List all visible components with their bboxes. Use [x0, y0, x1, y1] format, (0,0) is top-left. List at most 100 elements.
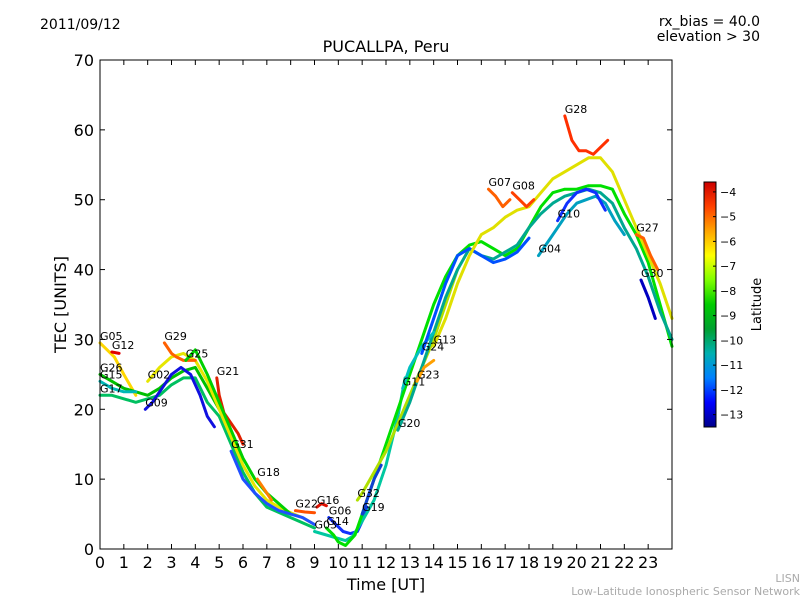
series-line-G20 — [396, 187, 674, 432]
series-line-G24 — [420, 236, 531, 355]
x-tick-label: 17 — [495, 553, 515, 572]
y-tick-label: 30 — [74, 330, 94, 349]
series-line-G22 — [293, 509, 316, 515]
series-label-G13: G13 — [434, 333, 457, 346]
colorbar-tick-label: −11 — [720, 359, 743, 372]
x-tick-label: 8 — [286, 553, 296, 572]
series-label-G23: G23 — [417, 368, 440, 381]
rx-bias-label: rx_bias = 40.0 — [658, 14, 760, 30]
credit-long: Low-Latitude Ionospheric Sensor Network — [571, 585, 800, 598]
series-line-G32 — [355, 268, 459, 502]
series-label-G14: G14 — [326, 515, 349, 528]
x-axis-label: Time [UT] — [346, 575, 425, 594]
series-label-G12: G12 — [112, 339, 135, 352]
y-tick-label: 60 — [74, 121, 94, 140]
x-tick-label: 20 — [566, 553, 586, 572]
x-tick-label: 10 — [328, 553, 348, 572]
series-label-G32: G32 — [357, 487, 380, 500]
series-line-G28 — [563, 114, 610, 156]
x-tick-label: 1 — [119, 553, 129, 572]
series-line-G30 — [639, 278, 657, 320]
colorbar — [703, 181, 717, 428]
chart-title: PUCALLPA, Peru — [323, 37, 450, 56]
elevation-label: elevation > 30 — [656, 29, 760, 45]
colorbar-tick-label: −6 — [720, 235, 736, 248]
x-tick-label: 21 — [590, 553, 610, 572]
y-tick-label: 0 — [84, 540, 94, 559]
series-line-G10 — [556, 187, 607, 223]
series-line-G04 — [537, 194, 626, 258]
colorbar-tick-label: −10 — [720, 334, 743, 347]
date-label: 2011/09/12 — [40, 17, 121, 33]
x-tick-label: 12 — [376, 553, 396, 572]
series-line-G23 — [415, 358, 436, 383]
x-tick-label: 4 — [190, 553, 200, 572]
series-label-G28: G28 — [565, 103, 588, 116]
series-label-G07: G07 — [488, 176, 511, 189]
series-label-G26: G26 — [100, 361, 123, 374]
series-label-G17: G17 — [100, 382, 123, 395]
x-tick-label: 19 — [543, 553, 563, 572]
x-tick-label: 6 — [238, 553, 248, 572]
y-tick-label: 20 — [74, 400, 94, 419]
series-label-G15: G15 — [100, 368, 123, 381]
colorbar-tick-label: −7 — [720, 260, 736, 273]
x-tick-label: 9 — [309, 553, 319, 572]
series-label-G08: G08 — [512, 180, 535, 193]
series-label-G03: G03 — [315, 519, 338, 532]
series-label-G06: G06 — [329, 505, 352, 518]
series-label-G25: G25 — [186, 347, 209, 360]
series-label-G10: G10 — [558, 208, 581, 221]
x-tick-label: 15 — [447, 553, 467, 572]
series-label-G09: G09 — [145, 396, 168, 409]
x-tick-label: 14 — [423, 553, 443, 572]
x-tick-label: 0 — [95, 553, 105, 572]
series-line-G05 — [98, 341, 138, 397]
series-label-G18: G18 — [257, 466, 280, 479]
series-label-G02: G02 — [148, 368, 171, 381]
series-label-G20: G20 — [398, 417, 421, 430]
series-label-G19: G19 — [362, 501, 385, 514]
credit-short: LISN — [775, 572, 800, 585]
series-label-G29: G29 — [164, 330, 187, 343]
series-line-G31 — [229, 449, 316, 526]
series-line-G18 — [255, 477, 274, 502]
x-tick-label: 2 — [143, 553, 153, 572]
colorbar-tick-label: −4 — [720, 186, 736, 199]
colorbar-tick-label: −12 — [720, 384, 743, 397]
series-line-G12 — [110, 350, 121, 355]
x-tick-label: 22 — [614, 553, 634, 572]
colorbar-label: Latitude — [750, 278, 765, 332]
colorbar-tick-label: −5 — [720, 211, 736, 224]
y-tick-label: 10 — [74, 470, 94, 489]
series-line-G08 — [510, 191, 536, 209]
series-label-G16: G16 — [317, 494, 340, 507]
plot-frame — [99, 59, 673, 550]
x-tick-label: 13 — [400, 553, 420, 572]
series-label-G27: G27 — [636, 222, 659, 235]
series-line-G19 — [360, 463, 383, 516]
x-tick-label: 3 — [166, 553, 176, 572]
x-tick-label: 11 — [352, 553, 372, 572]
series-label-G21: G21 — [217, 365, 240, 378]
colorbar-tick-label: −8 — [720, 285, 736, 298]
series-line-G09 — [143, 365, 216, 429]
y-tick-label: 50 — [74, 191, 94, 210]
y-axis-label: TEC [UNITS] — [51, 256, 70, 354]
x-tick-label: 7 — [262, 553, 272, 572]
series-label-G05: G05 — [100, 330, 123, 343]
y-tick-label: 70 — [74, 51, 94, 70]
series-label-G22: G22 — [295, 498, 318, 511]
y-tick-label: 40 — [74, 261, 94, 280]
series-line-G27 — [634, 233, 660, 272]
series-line-G26 — [98, 365, 221, 411]
series-line-G16 — [315, 502, 328, 509]
series-label-G30: G30 — [641, 267, 664, 280]
series-label-G24: G24 — [422, 340, 445, 353]
series-label-G11: G11 — [403, 375, 426, 388]
series-label-G04: G04 — [539, 243, 562, 256]
series-line-G25 — [184, 348, 293, 516]
series-line-G15 — [98, 379, 138, 394]
series-label-G31: G31 — [231, 438, 254, 451]
